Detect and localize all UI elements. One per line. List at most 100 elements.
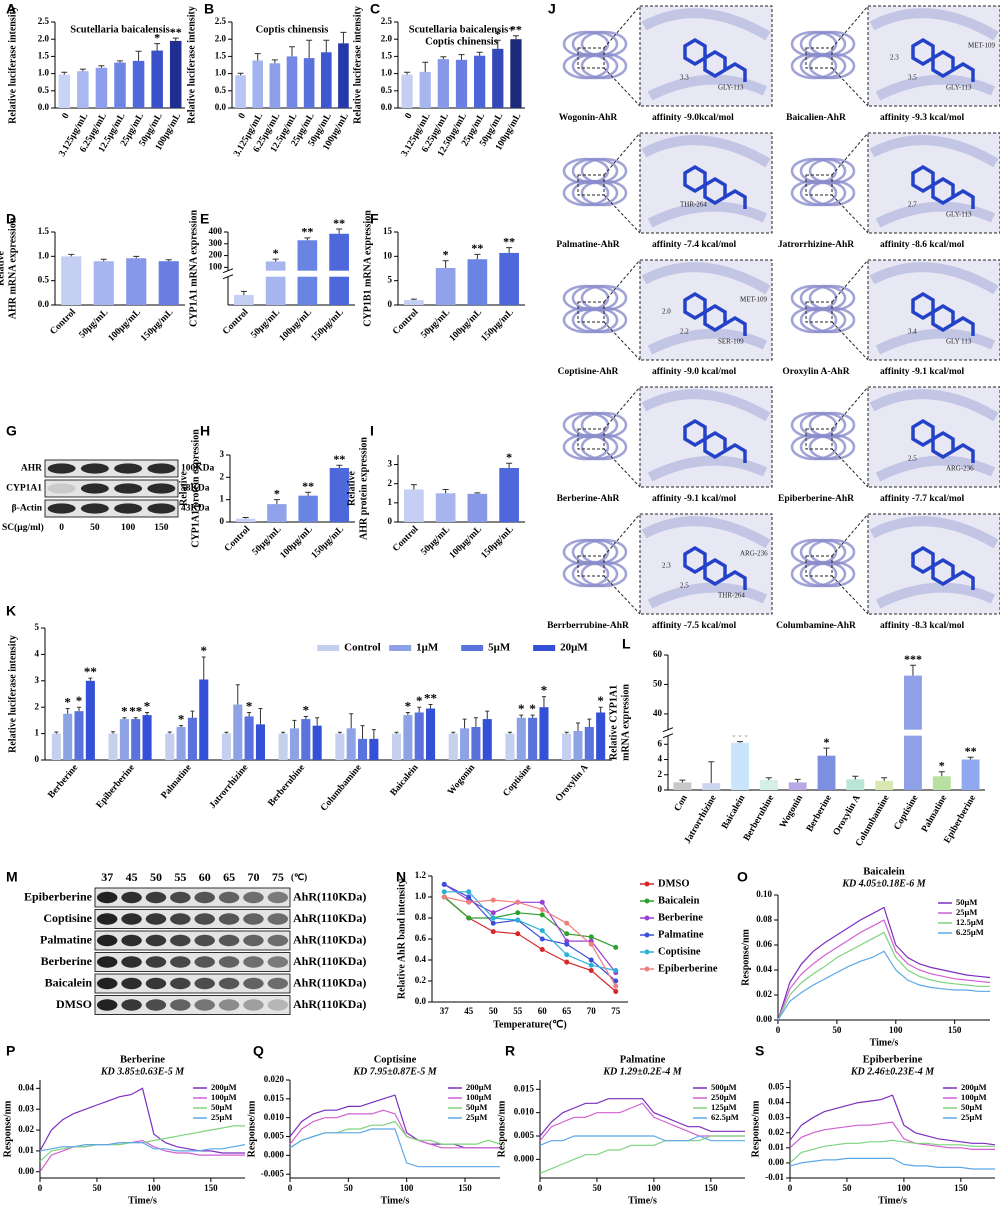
marker [441,889,447,895]
blot-size-label: AhR(110KDa) [293,889,366,903]
x-axis-label: Time/s [628,1195,657,1206]
y-tick-label: 0.5 [381,85,393,95]
y-tick-label: 0.015 [264,1093,285,1103]
residue-label: MET-109 [740,296,767,304]
significance: ** [333,452,345,466]
error-bar [272,258,279,262]
x-tick-label: 50 [592,1183,602,1193]
error-bar [405,711,410,716]
blot-band [194,891,215,904]
y-tick-label: 0.02 [756,989,772,999]
y-tick-label: 1 [220,494,225,504]
series-line [39,1125,245,1162]
blot-row-label: β-Actin [12,504,43,514]
bar [460,728,470,760]
marker [588,957,594,963]
legend-label: 50μM [466,1102,487,1112]
blot-band [267,913,289,925]
ligand-label: Epiberberine-AhR [778,494,854,504]
legend-label: 100μM [466,1092,492,1102]
blot-band [218,913,240,925]
bar [252,60,264,108]
x-axis-label: Time/s [128,1195,157,1206]
kd-label: KD 1.29±0.2E-4 M [602,1066,682,1077]
kd-label: KD 2.46±0.23E-4 M [850,1066,935,1077]
significance: ** [333,216,345,230]
kd-label: KD 7.95±0.87E-5 M [352,1066,437,1077]
protein-ribbon [799,30,847,58]
blot-band [194,999,215,1011]
error-bar [88,677,93,681]
error-bar [474,253,481,260]
blot-size-label: AhR(110KDa) [293,954,366,968]
docking-cell: THR-264 Palmatine-AhR affinity -7.4 kcal/m… [556,132,773,250]
series-line [539,1098,745,1137]
ligand-label: Coptisine-AhR [558,367,619,377]
ligand-label: Palmatine-AhR [556,240,619,250]
ligand [911,164,975,209]
docking-cell: Berberine-AhR affinity -9.1 kcal/mol [557,386,773,504]
y-tick-label: 0.02 [768,1127,784,1137]
x-tick-label: 150 [458,1183,472,1193]
y-tick-label: 0.10 [756,889,772,899]
blot-band [218,891,240,904]
error-bar [541,696,546,708]
y-tick-label: 1.0 [38,250,50,260]
bar [499,468,519,522]
x-tick-label: 100μg/mL [448,525,484,561]
blot-band [121,934,142,947]
series-line [777,931,990,1021]
error-bar [598,706,603,713]
affinity-label: affinity -9.0kcal/mol [652,113,734,123]
bar [199,679,209,760]
ligand [683,418,747,463]
y-axis-label: CYP1A1 mRNA expression [188,210,199,327]
legend-label: 250μM [711,1092,737,1102]
significance: ** [84,664,97,679]
protein-ribbon [869,8,999,101]
x-tick-label: 100μg/mL [279,525,315,561]
y-tick-label: 400 [209,226,223,236]
blot-band [218,934,240,947]
residue-label: 2.2 [680,328,689,336]
y-tick-label: 0.0 [415,996,427,1006]
blot-band [170,956,191,968]
x-tick-label: 50 [489,1006,499,1016]
y-tick-label: 100 [209,261,223,271]
bar [165,733,175,760]
affinity-label: affinity -7.4 kcal/mol [652,240,737,250]
bar [278,733,288,760]
x-tick-label: 150 [948,1025,962,1035]
x-tick-label: Baicalein [720,793,748,831]
blot-band [194,956,215,968]
error-bar [133,717,138,720]
series-line [39,1142,246,1152]
focus-box [805,47,833,69]
error-bar [258,708,263,725]
x-tick-label: 0 [237,111,248,120]
y-axis-label: Relative CYP1A1 [608,685,619,760]
x-tick-label: 50 [842,1183,852,1193]
docking-cell: 2.2 SER-109 2.0 MET-109 Coptisine-AhR affinit… [558,259,773,377]
bar [435,268,456,305]
ligand-label: Jatrorrhizine-AhR [778,240,854,250]
bar [221,733,231,760]
blot-band [147,483,176,494]
error-bar [451,731,456,734]
chart-title: Berberine [120,1054,165,1065]
error-bar [306,39,313,59]
blot-size-label: AhR(110KDa) [293,911,366,925]
blot-band [267,977,289,990]
y-tick-label: 10 [383,250,393,260]
error-bar [68,253,75,257]
bar [448,733,458,760]
legend-label: 50μM [956,897,977,907]
marker [466,894,472,900]
zoom-guide [831,132,869,234]
y-axis-label: Response/nm [750,1100,761,1157]
blot-frame [94,973,291,994]
protein-ribbon [869,516,999,609]
error-bar [165,259,172,262]
blot-band [243,977,264,990]
error-bar [422,61,429,72]
